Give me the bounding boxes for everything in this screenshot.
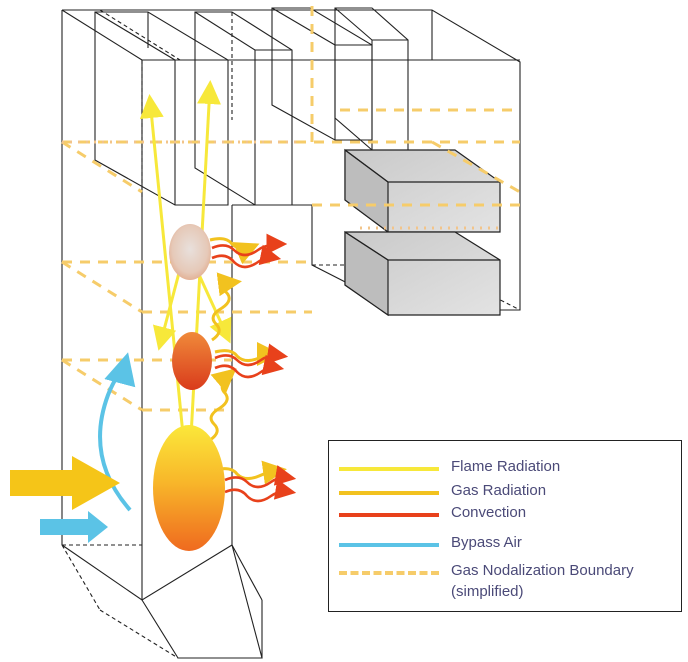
flame-top [169, 224, 211, 280]
gas-radiation-swatch [339, 491, 439, 495]
flame-middle [172, 332, 212, 390]
legend-label: Convection [451, 504, 527, 521]
legend-label: Flame Radiation [451, 458, 561, 475]
convection-arrows [211, 233, 297, 503]
convection-swatch [339, 513, 439, 517]
legend-label: Gas Radiation [451, 482, 547, 499]
flame-radiation-swatch [339, 467, 439, 471]
gas-nodalization-boundaries [61, 6, 521, 412]
superheater-panels [94, 7, 409, 206]
flame-lower [153, 425, 225, 551]
legend-label-line2: (simplified) [451, 583, 524, 600]
legend-box: Flame Radiation Gas Radiation Convection… [328, 440, 682, 612]
legend-label: Gas Nodalization Boundary [451, 562, 634, 579]
legend-item-gas-nodalization: Gas Nodalization Boundary (simplified) [329, 561, 681, 605]
gas-nodalization-swatch [339, 571, 439, 575]
legend-item-gas-radiation: Gas Radiation [329, 481, 681, 503]
gas-radiation-arrows [209, 237, 287, 485]
economizer-boxes [344, 148, 501, 317]
main-inlet-arrow [10, 456, 120, 510]
legend-item-bypass-air: Bypass Air [329, 533, 681, 555]
legend-item-flame-radiation: Flame Radiation [329, 457, 681, 479]
legend-item-convection: Convection [329, 503, 681, 525]
bypass-air-inlet-arrow [40, 511, 108, 543]
bypass-air-swatch [339, 543, 439, 547]
legend-label: Bypass Air [451, 534, 522, 551]
